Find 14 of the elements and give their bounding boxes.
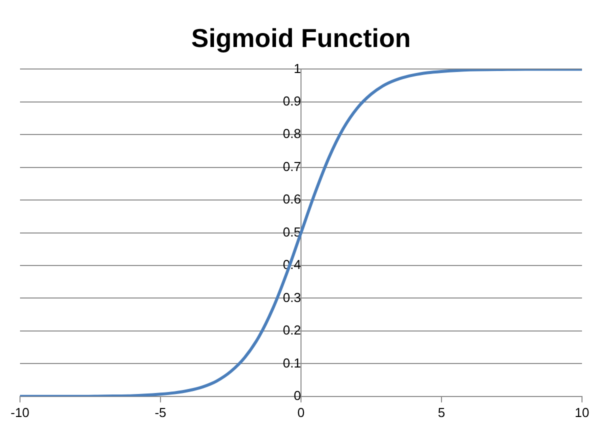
y-tick-label: 0 [294, 388, 301, 403]
y-tick-label: 0.8 [282, 126, 301, 142]
y-tick-label: 1 [294, 60, 301, 76]
x-tick-label: -10 [10, 404, 30, 420]
chart-title: Sigmoid Function [191, 22, 411, 53]
x-tick-label: 5 [438, 404, 446, 420]
y-tick-label: 0.3 [282, 290, 301, 305]
y-tick-label: 0.2 [282, 322, 301, 338]
x-tick-label: -5 [154, 404, 166, 420]
y-tick-label: 0.9 [282, 94, 301, 108]
y-tick-label: 0.7 [282, 158, 301, 174]
x-tick-label: 10 [574, 404, 590, 420]
y-tick-label: 0.6 [282, 192, 301, 207]
y-tick-label: 0.1 [282, 355, 301, 370]
